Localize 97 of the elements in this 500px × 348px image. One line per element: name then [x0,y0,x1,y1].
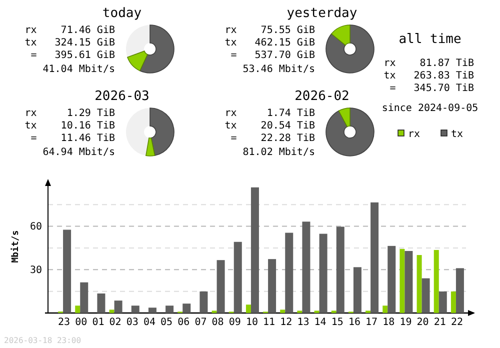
text: rx 1.74 TiB [224,108,315,119]
bar [200,291,208,313]
x-tick-label: 11 [263,317,276,328]
bar [404,250,413,313]
text: rx 75.55 GiB [224,25,315,36]
donut-slice [127,50,148,72]
bar [319,234,328,313]
x-tick-label: 08 [212,317,224,328]
bar [63,230,72,313]
bar [114,300,122,313]
y-tick-label: 60 [30,221,42,232]
bar [438,291,447,313]
bar [450,291,456,313]
text: all time [398,32,462,47]
x-tick-label: 14 [314,317,326,328]
x-tick-label: 20 [416,317,429,328]
donut-slice [150,108,174,156]
bar [353,267,362,313]
bar [456,268,464,313]
bar [131,306,140,313]
bar [280,310,286,313]
text: = 11.46 TiB [24,133,115,144]
chart-title: today [102,6,142,21]
x-tick-label: 03 [126,317,138,328]
bar [109,310,114,313]
chart-title: yesterday [286,6,358,21]
bar [166,306,174,313]
text: = 395.61 GiB [24,50,115,61]
bar [80,282,88,313]
donut-slice [146,137,156,156]
text: tx 20.54 TiB [224,120,315,132]
text: tx 263.83 TiB [384,70,474,82]
text: 53.46 Mbit/s [242,64,315,75]
x-tick-label: 02 [109,317,122,328]
legend-label: rx [408,129,420,140]
x-tick-label: 06 [178,317,190,328]
donut-slice [338,108,350,128]
x-tick-label: 00 [75,317,88,328]
x-tick-label: 18 [382,317,395,328]
text: 41.04 Mbit/s [42,64,115,75]
text: rx 71.46 GiB [24,25,115,36]
text: tx 10.16 TiB [24,120,115,132]
text: since 2024-09-05 [382,103,478,114]
bar [434,250,439,313]
x-tick-label: 15 [331,317,344,328]
bar [370,202,379,313]
text: 81.02 Mbit/s [242,147,315,158]
bar [382,306,388,313]
bar [285,232,294,313]
bar [216,260,225,313]
bar [422,278,430,313]
x-tick-label: 13 [297,317,310,328]
x-tick-label: 07 [194,317,207,328]
donut-slice [126,25,150,58]
x-tick-label: 19 [400,317,412,328]
chart-title: 2026-03 [94,89,150,104]
x-tick-label: 09 [228,317,241,328]
x-tick-label: 12 [280,317,292,328]
donut-slice [326,24,374,74]
text: rx 81.87 TiB [384,58,474,69]
bar [250,187,259,313]
donut-slice [331,24,350,46]
bar [182,304,191,313]
text: rx 1.29 TiB [24,108,115,119]
text: tx 324.15 GiB [24,38,115,48]
x-tick-label: 10 [246,317,258,328]
bar [246,304,251,313]
x-tick-label: 16 [348,317,360,328]
text: = 22.28 TiB [224,133,315,144]
x-tick-label: 05 [160,317,173,328]
y-tick-label: 30 [30,264,42,276]
bar [97,293,106,313]
bar [416,255,422,313]
bar [75,306,80,313]
bar [268,259,276,313]
x-tick-label: 01 [92,317,104,328]
text: = 537.70 GiB [224,50,315,61]
donut-slice [140,24,174,74]
text: tx 462.15 GiB [224,38,315,48]
x-tick-label: 17 [366,317,378,328]
bar [302,222,310,313]
bar [148,308,156,313]
donut-slice [326,108,374,156]
bar [388,246,396,313]
x-tick-label: 23 [58,317,70,328]
bar [400,248,405,313]
bar [234,242,242,313]
legend-label: tx [451,129,464,140]
bar [336,226,344,313]
text: 64.94 Mbit/s [42,147,115,158]
x-tick-label: 22 [450,317,463,328]
y-axis-title: Mbit/s [10,230,21,263]
text: = 345.70 TiB [390,83,474,94]
x-tick-label: 21 [434,317,446,328]
chart-title: 2026-02 [294,89,350,104]
donut-slice [126,108,150,156]
x-tick-label: 04 [143,317,156,328]
